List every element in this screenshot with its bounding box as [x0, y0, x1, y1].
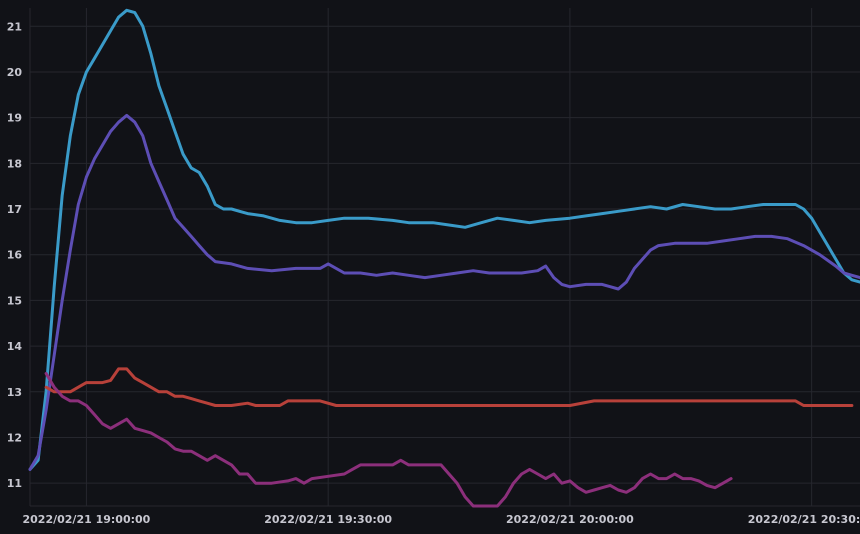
y-tick-label: 19 [7, 112, 22, 125]
series-line-2 [28, 113, 860, 471]
y-tick-label: 14 [7, 340, 23, 353]
y-tick-label: 16 [7, 249, 23, 262]
y-tick-label: 11 [7, 477, 22, 490]
y-tick-label: 21 [7, 20, 22, 33]
series-line-3 [44, 367, 854, 407]
y-tick-label: 20 [7, 66, 23, 79]
x-axis: 2022/02/21 19:00:00 2022/02/21 19:30:00 20… [22, 513, 860, 526]
y-tick-label: 12 [7, 431, 22, 444]
x-tick-label: 2022/02/21 19:30:00 [264, 513, 392, 526]
series-group [28, 8, 860, 508]
x-tick-label: 2022/02/21 20:30:00 [748, 513, 860, 526]
y-axis: 11 12 13 14 15 16 17 18 19 20 21 [7, 20, 23, 490]
series-line-1 [28, 8, 860, 471]
y-tick-label: 17 [7, 203, 22, 216]
y-tick-label: 15 [7, 294, 22, 307]
x-tick-label: 2022/02/21 20:00:00 [506, 513, 634, 526]
grid [29, 8, 860, 507]
y-tick-label: 13 [7, 386, 22, 399]
series-line-4 [44, 372, 733, 508]
y-tick-label: 18 [7, 157, 22, 170]
x-tick-label: 2022/02/21 19:00:00 [22, 513, 150, 526]
